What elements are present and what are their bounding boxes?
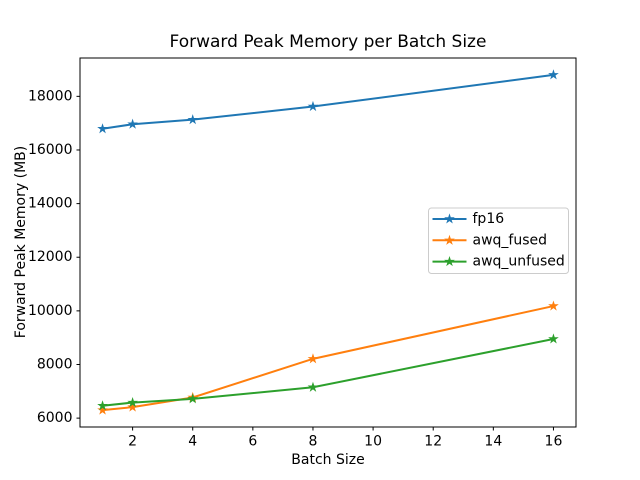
legend-label-awq_fused: awq_fused <box>473 232 548 248</box>
series-line-awq_unfused <box>101 338 555 407</box>
legend-marker-fp16 <box>444 213 455 224</box>
x-tick-label: 8 <box>309 434 318 450</box>
legend-marker-awq_unfused <box>444 256 455 267</box>
x-tick-label: 14 <box>484 434 502 450</box>
y-tick-label: 6000 <box>37 410 73 426</box>
y-tick-label: 8000 <box>37 356 73 372</box>
series-marker-awq_fused <box>97 404 108 415</box>
series-marker-fp16 <box>307 100 319 112</box>
chart-title: Forward Peak Memory per Batch Size <box>169 32 487 52</box>
y-tick-label: 12000 <box>28 249 73 265</box>
series-marker-awq_unfused <box>307 381 319 392</box>
legend-box <box>428 207 569 274</box>
x-tick-label: 2 <box>128 434 137 450</box>
legend-label-fp16: fp16 <box>473 211 505 227</box>
series-marker-awq_unfused <box>127 396 138 408</box>
series-marker-fp16 <box>97 123 108 134</box>
series-marker-awq_fused <box>307 353 319 364</box>
series-marker-awq_unfused <box>97 400 108 411</box>
x-tick-label: 6 <box>248 434 257 450</box>
series-marker-awq_unfused <box>187 393 199 404</box>
y-tick-label: 18000 <box>28 88 73 104</box>
series-marker-awq_fused <box>127 401 138 412</box>
series-marker-fp16 <box>187 114 199 125</box>
legend-label-awq_unfused: awq_unfused <box>473 254 565 270</box>
x-tick-label: 4 <box>188 434 197 450</box>
series-marker-awq_unfused <box>548 333 559 344</box>
series-line-awq_fused <box>101 305 555 412</box>
y-tick-label: 14000 <box>28 196 73 212</box>
series-marker-awq_fused <box>548 300 559 311</box>
x-tick-label: 16 <box>545 434 563 450</box>
x-tick-label: 10 <box>364 434 382 450</box>
series-line-fp16 <box>101 73 555 130</box>
series-marker-fp16 <box>127 118 138 129</box>
plot-frame <box>79 57 577 428</box>
x-axis-label: Batch Size <box>291 452 365 468</box>
y-tick-label: 10000 <box>28 303 73 319</box>
series-marker-fp16 <box>548 69 559 80</box>
x-tick-label: 12 <box>424 434 442 450</box>
y-tick-label: 16000 <box>28 142 73 158</box>
legend-marker-awq_fused <box>444 234 455 245</box>
y-axis-label: Forward Peak Memory (MB) <box>13 145 29 339</box>
